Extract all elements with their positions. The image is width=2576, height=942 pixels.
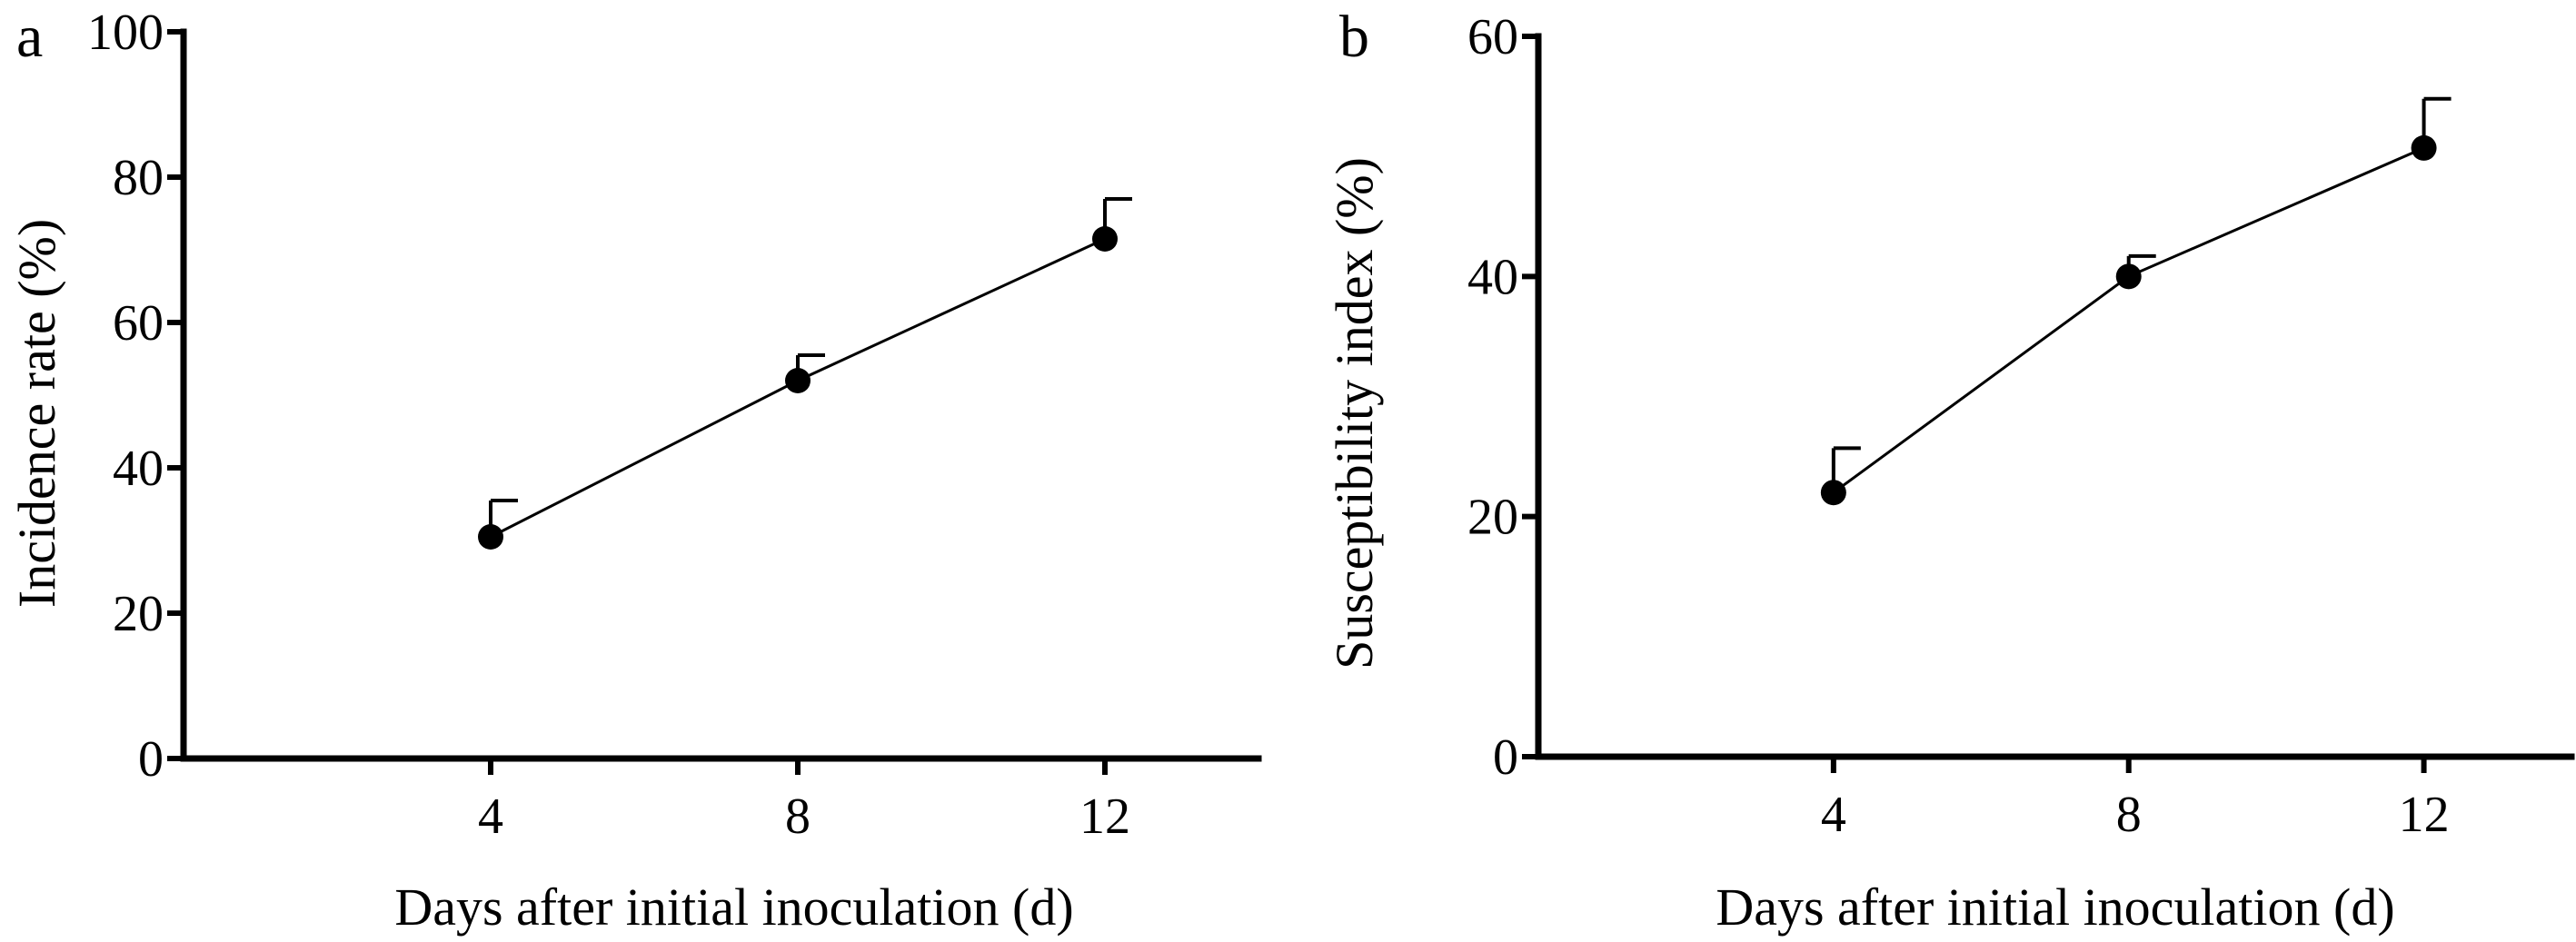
- x-tick-label-a: 4: [478, 788, 503, 845]
- chart-panel-b: b Susceptibility index (%) Days after in…: [1325, 4, 2575, 937]
- y-tick-label-a: 0: [138, 731, 164, 788]
- x-axis-label-b: Days after initial inoculation (d): [1716, 878, 2394, 937]
- y-axis-label-a: Incidence rate (%): [7, 219, 66, 608]
- y-tick-label-a: 60: [113, 295, 164, 352]
- y-tick-label-b: 40: [1467, 249, 1518, 305]
- x-axis-label-a: Days after initial inoculation (d): [394, 878, 1073, 937]
- plot-area-a: 0 20 40 60 80 100 4 8 12: [87, 5, 1262, 845]
- y-tick-label-b: 20: [1467, 490, 1518, 546]
- data-point-b: [1820, 480, 1846, 506]
- x-tick-label-a: 8: [785, 788, 811, 845]
- y-tick-label-b: 60: [1467, 9, 1518, 65]
- x-tick-label-b: 8: [2116, 787, 2142, 843]
- x-tick-label-b: 12: [2399, 787, 2450, 843]
- y-tick-label-a: 80: [113, 150, 164, 206]
- series-line-b: [1833, 146, 2425, 494]
- x-tick-label-a: 12: [1079, 788, 1130, 845]
- y-tick-label-b: 0: [1493, 729, 1518, 786]
- data-point-a: [1092, 226, 1118, 252]
- chart-panel-a: a Incidence rate (%) Days after initial …: [7, 4, 1262, 937]
- y-tick-label-a: 40: [113, 441, 164, 497]
- data-point-b: [2411, 134, 2437, 161]
- plot-area-b: 0 20 40 60 4 8 12: [1467, 9, 2575, 843]
- panel-letter-b: b: [1339, 4, 1369, 70]
- panel-letter-a: a: [16, 4, 43, 70]
- y-tick-label-a: 100: [87, 5, 164, 61]
- x-tick-label-b: 4: [1821, 787, 1846, 843]
- y-axis-label-b: Susceptibility index (%): [1325, 157, 1384, 669]
- y-tick-label-a: 20: [113, 586, 164, 642]
- data-point-a: [785, 368, 811, 393]
- data-point-a: [478, 524, 503, 550]
- data-point-b: [2115, 263, 2142, 290]
